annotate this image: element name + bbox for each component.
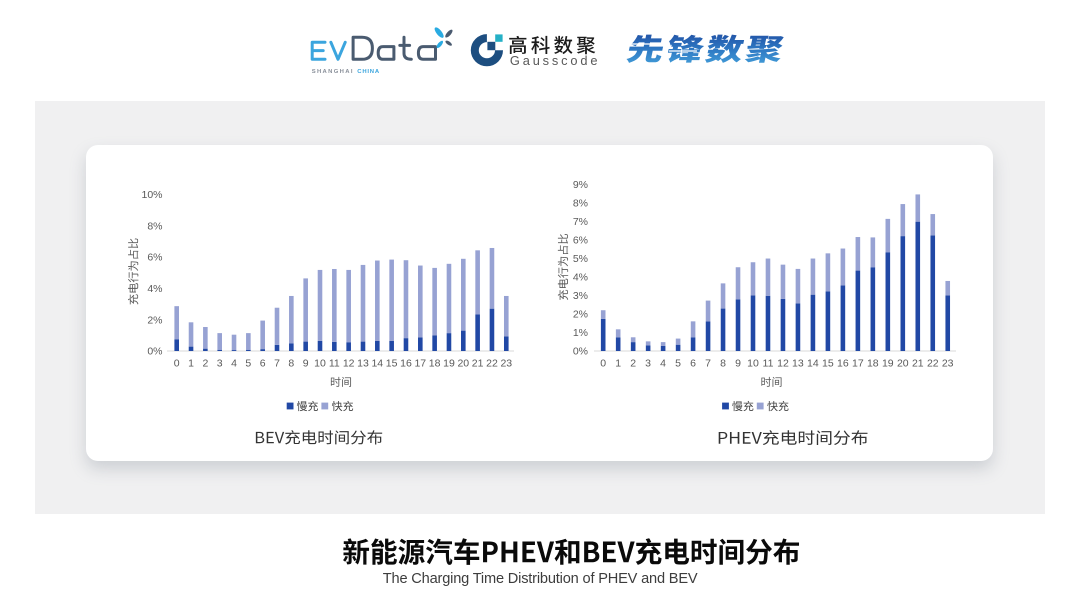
svg-text:13: 13	[357, 358, 369, 370]
svg-text:20: 20	[457, 358, 469, 370]
svg-text:23: 23	[500, 358, 512, 370]
svg-text:0: 0	[174, 358, 180, 370]
svg-text:6%: 6%	[147, 252, 162, 264]
svg-text:4%: 4%	[573, 272, 588, 284]
svg-text:22: 22	[486, 358, 498, 370]
svg-text:18: 18	[867, 358, 879, 370]
svg-text:8: 8	[720, 358, 726, 370]
svg-text:15: 15	[822, 358, 834, 370]
svg-text:21: 21	[472, 358, 484, 370]
svg-text:16: 16	[400, 358, 412, 370]
svg-text:15: 15	[386, 358, 398, 370]
svg-text:8: 8	[288, 358, 294, 370]
svg-text:2: 2	[630, 358, 636, 370]
svg-text:9: 9	[735, 358, 741, 370]
svg-text:SHANGHAI: SHANGHAI	[312, 69, 353, 75]
svg-text:17: 17	[852, 358, 864, 370]
svg-text:1: 1	[615, 358, 621, 370]
svg-text:14: 14	[371, 358, 383, 370]
svg-text:1: 1	[188, 358, 194, 370]
svg-text:2%: 2%	[147, 314, 162, 326]
svg-text:2%: 2%	[573, 309, 588, 321]
svg-text:11: 11	[763, 358, 774, 370]
svg-text:4%: 4%	[147, 283, 162, 295]
svg-text:1%: 1%	[573, 327, 588, 339]
svg-text:5: 5	[245, 358, 251, 370]
svg-text:7%: 7%	[573, 216, 588, 228]
svg-text:4: 4	[660, 358, 666, 370]
svg-text:4: 4	[231, 358, 237, 370]
svg-text:6: 6	[690, 358, 696, 370]
svg-text:23: 23	[942, 358, 954, 370]
svg-text:11: 11	[329, 358, 340, 370]
svg-text:CHINA: CHINA	[357, 69, 380, 75]
svg-text:0%: 0%	[147, 346, 162, 358]
svg-text:3: 3	[217, 358, 223, 370]
svg-text:13: 13	[792, 358, 804, 370]
svg-text:6%: 6%	[573, 235, 588, 247]
svg-text:2: 2	[202, 358, 208, 370]
svg-text:9%: 9%	[573, 179, 588, 191]
svg-text:The Charging Time Distribution: The Charging Time Distribution of PHEV a…	[383, 571, 698, 587]
svg-text:14: 14	[807, 358, 819, 370]
svg-text:5: 5	[675, 358, 681, 370]
svg-text:12: 12	[777, 358, 789, 370]
svg-text:3: 3	[645, 358, 651, 370]
svg-text:10: 10	[314, 358, 326, 370]
svg-text:19: 19	[443, 358, 455, 370]
svg-text:17: 17	[414, 358, 426, 370]
svg-text:8%: 8%	[573, 198, 588, 210]
svg-text:7: 7	[705, 358, 711, 370]
svg-text:5%: 5%	[573, 253, 588, 265]
svg-text:20: 20	[897, 358, 909, 370]
svg-text:12: 12	[343, 358, 355, 370]
svg-text:Gausscode: Gausscode	[510, 53, 598, 68]
svg-text:16: 16	[837, 358, 849, 370]
svg-text:21: 21	[912, 358, 924, 370]
svg-text:19: 19	[882, 358, 894, 370]
svg-text:0%: 0%	[573, 346, 588, 358]
svg-text:10: 10	[747, 358, 759, 370]
svg-text:22: 22	[927, 358, 939, 370]
svg-text:18: 18	[429, 358, 441, 370]
svg-text:7: 7	[274, 358, 280, 370]
svg-text:0: 0	[600, 358, 606, 370]
svg-text:6: 6	[260, 358, 266, 370]
svg-text:8%: 8%	[147, 220, 162, 232]
svg-text:9: 9	[303, 358, 309, 370]
svg-text:10%: 10%	[141, 189, 162, 201]
svg-text:3%: 3%	[573, 290, 588, 302]
